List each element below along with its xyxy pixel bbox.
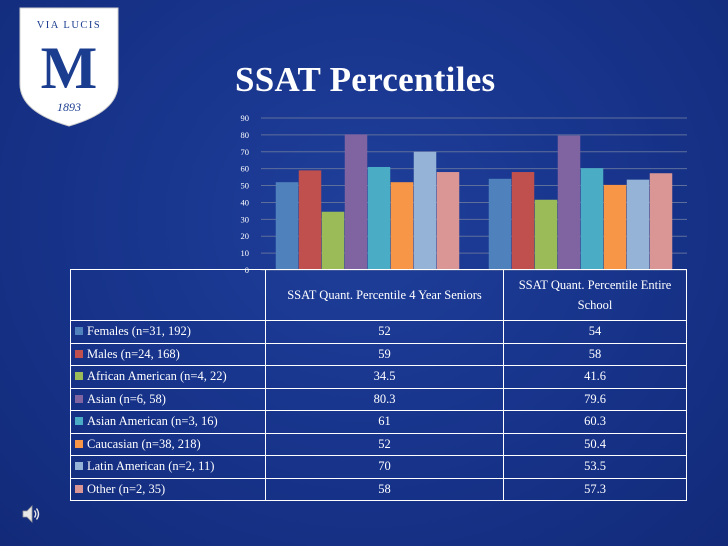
legend-label-asian-american: Asian American (n=3, 16): [87, 414, 218, 429]
slide-title: SSAT Percentiles: [235, 60, 496, 99]
data-table-header-row: SSAT Quant. Percentile 4 Year Seniors SS…: [70, 269, 687, 321]
value-cell: 58: [503, 342, 687, 366]
legend-key-males: [75, 349, 83, 358]
y-tick-label: 30: [241, 214, 250, 224]
value-cell: 57.3: [503, 477, 687, 501]
legend-key-other: [75, 484, 83, 493]
legend-label-latin-american: Latin American (n=2, 11): [87, 459, 215, 474]
value-cell: 52: [265, 320, 504, 344]
table-row: African American (n=4, 22) 34.5 41.6: [70, 365, 687, 389]
legend-key-asian: [75, 394, 83, 403]
school-logo: VIA LUCIS M 1893: [19, 7, 119, 127]
bar: [488, 178, 512, 270]
y-tick-label: 50: [241, 181, 250, 191]
table-row: Asian American (n=3, 16) 61 60.3: [70, 410, 687, 434]
bar: [321, 211, 345, 270]
bar: [580, 168, 604, 270]
bar: [603, 184, 627, 270]
legend-label-males: Males (n=24, 168): [87, 346, 180, 361]
legend-key-females: [75, 327, 83, 336]
table-row: Males (n=24, 168) 59 58: [70, 342, 687, 366]
bar: [344, 134, 368, 270]
value-cell: 61: [265, 410, 504, 434]
y-tick-label: 60: [241, 164, 250, 174]
bar: [649, 173, 673, 270]
legend-label-females: Females (n=31, 192): [87, 324, 191, 339]
y-tick-label: 80: [241, 130, 250, 140]
logo-letter: M: [41, 35, 98, 101]
logo-year: 1893: [57, 100, 81, 114]
table-row: Females (n=31, 192) 52 54: [70, 320, 687, 344]
value-cell: 54: [503, 320, 687, 344]
data-table: SSAT Quant. Percentile 4 Year Seniors SS…: [70, 269, 687, 501]
value-cell: 50.4: [503, 432, 687, 456]
chart-bars: [275, 134, 673, 270]
value-cell: 59: [265, 342, 504, 366]
bar: [413, 151, 437, 270]
y-tick-label: 10: [241, 248, 250, 258]
value-cell: 41.6: [503, 365, 687, 389]
legend-label-african-american: African American (n=4, 22): [87, 369, 227, 384]
logo-shield-shape: [19, 7, 119, 127]
legend-label-other: Other (n=2, 35): [87, 481, 166, 496]
value-cell: 70: [265, 455, 504, 479]
y-tick-label: 90: [241, 113, 250, 123]
table-row: Other (n=2, 35) 58 57.3: [70, 477, 687, 501]
table-row: Latin American (n=2, 11) 70 53.5: [70, 455, 687, 479]
bar: [390, 182, 414, 270]
legend-key-african-american: [75, 372, 83, 381]
data-table-corner-cell: [70, 269, 266, 321]
category-label-entire-school: SSAT Quant. Percentile Entire School: [503, 269, 687, 321]
table-row: Caucasian (n=38, 218) 52 50.4: [70, 432, 687, 456]
legend-label-caucasian: Caucasian (n=38, 218): [87, 436, 201, 451]
table-row: Asian (n=6, 58) 80.3 79.6: [70, 387, 687, 411]
y-tick-label: 70: [241, 147, 250, 157]
bar: [275, 182, 299, 270]
y-tick-label: 20: [241, 231, 250, 241]
speaker-icon[interactable]: [20, 503, 42, 525]
bar: [436, 172, 460, 270]
legend-key-caucasian: [75, 439, 83, 448]
value-cell: 60.3: [503, 410, 687, 434]
category-label-seniors: SSAT Quant. Percentile 4 Year Seniors: [265, 269, 504, 321]
y-tick-label: 40: [241, 197, 250, 207]
legend-label-asian: Asian (n=6, 58): [87, 391, 166, 406]
value-cell: 79.6: [503, 387, 687, 411]
logo-motto: VIA LUCIS: [37, 20, 102, 31]
bar: [626, 179, 650, 270]
bar: [534, 199, 558, 270]
bar: [511, 172, 535, 270]
legend-key-asian-american: [75, 417, 83, 426]
value-cell: 53.5: [503, 455, 687, 479]
value-cell: 80.3: [265, 387, 504, 411]
legend-key-latin-american: [75, 462, 83, 471]
value-cell: 58: [265, 477, 504, 501]
bar: [557, 135, 581, 270]
bar: [367, 166, 391, 270]
value-cell: 52: [265, 432, 504, 456]
bar: [298, 170, 322, 270]
value-cell: 34.5: [265, 365, 504, 389]
